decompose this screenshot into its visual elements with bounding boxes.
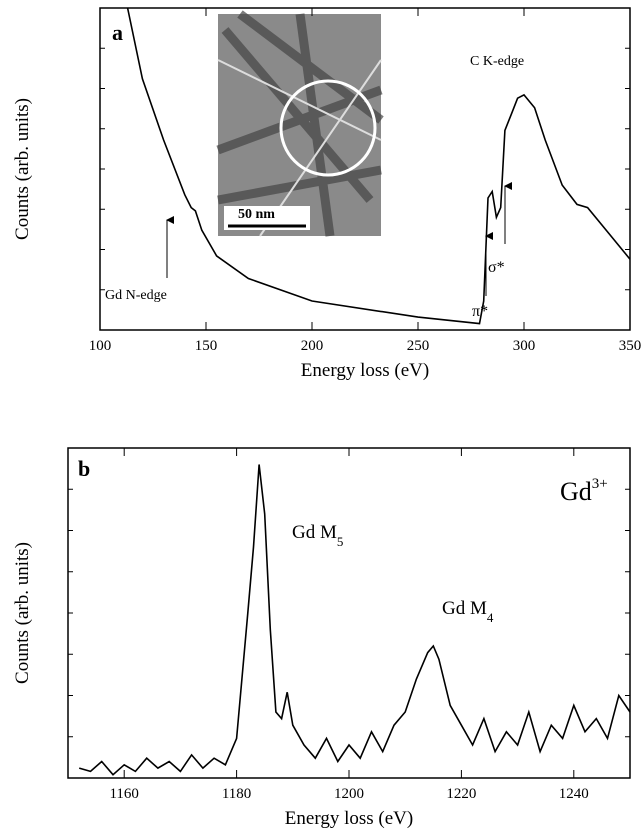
annotation: σ* xyxy=(488,259,505,276)
y-axis-label: Counts (arb. units) xyxy=(12,98,33,240)
annotation-text: Gd M xyxy=(292,522,337,543)
annotation: Gd3+ xyxy=(560,476,608,506)
tem-inset: 50 nm xyxy=(216,10,384,237)
panel-letter: b xyxy=(78,456,90,481)
x-tick-label: 200 xyxy=(301,338,324,354)
annotation: Gd M4 xyxy=(442,598,494,625)
x-tick-label: 1220 xyxy=(446,786,476,802)
x-axis-label: Energy loss (eV) xyxy=(285,808,413,829)
annotation-sub: 4 xyxy=(487,610,494,625)
x-tick-label: 1200 xyxy=(334,786,364,802)
x-tick-label: 1240 xyxy=(559,786,589,802)
x-tick-label: 100 xyxy=(89,338,112,354)
x-tick-label: 150 xyxy=(195,338,218,354)
panel-letter: a xyxy=(112,20,123,45)
y-axis-label: Counts (arb. units) xyxy=(12,542,33,684)
annotation: C K-edge xyxy=(470,54,524,69)
annotation-sup: 3+ xyxy=(592,476,608,492)
annotation: Gd N-edge xyxy=(105,288,167,303)
scale-bar-label: 50 nm xyxy=(238,207,275,222)
annotation-sub: 5 xyxy=(337,534,344,549)
spectrum-line xyxy=(78,464,631,776)
annotation-text: Gd M xyxy=(442,598,487,619)
x-tick-label: 300 xyxy=(513,338,536,354)
x-tick-label: 350 xyxy=(619,338,642,354)
x-tick-label: 1160 xyxy=(109,786,138,802)
spectrum-line xyxy=(126,7,631,325)
annotation-text: Gd xyxy=(560,477,592,506)
annotation: π* xyxy=(472,303,488,320)
x-tick-label: 1180 xyxy=(222,786,251,802)
plot-frame xyxy=(67,447,631,779)
x-axis-label: Energy loss (eV) xyxy=(301,360,429,381)
x-tick-label: 250 xyxy=(407,338,430,354)
annotation: Gd M5 xyxy=(292,522,343,549)
